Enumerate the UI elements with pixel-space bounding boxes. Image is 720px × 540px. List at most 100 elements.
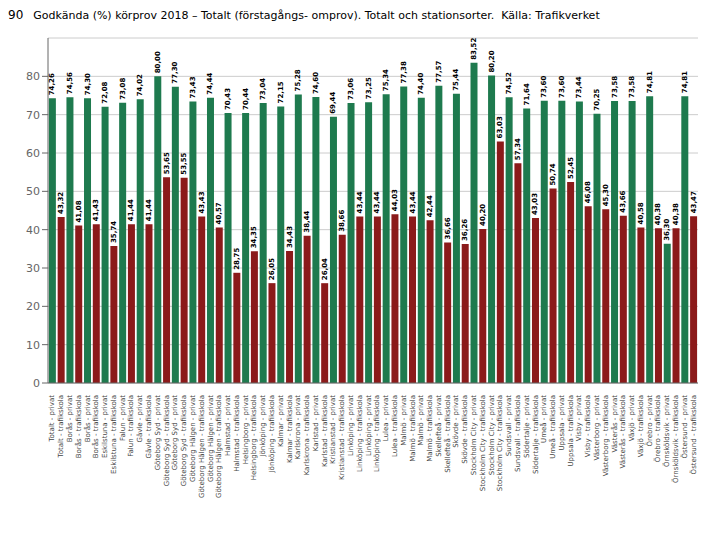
svg-text:Göteborg Syd - privat: Göteborg Syd - privat [154,395,162,471]
svg-text:Borås - privat: Borås - privat [83,395,92,443]
svg-text:Halmstad - trafikskola: Halmstad - trafikskola [233,395,241,472]
svg-text:Göteborg Syd - privat: Göteborg Syd - privat [171,395,179,471]
svg-text:83,52: 83,52 [470,38,478,60]
svg-text:36,26: 36,26 [461,219,469,241]
svg-text:Jönköping - privat: Jönköping - privat [259,395,267,458]
svg-text:Skellefteå - trafikskola: Skellefteå - trafikskola [443,395,452,473]
svg-text:Karlstad - trafikskola: Karlstad - trafikskola [321,395,329,467]
svg-text:38,44: 38,44 [303,210,311,232]
svg-text:Stockholm City - trafikskola: Stockholm City - trafikskola [479,395,487,491]
svg-text:41,08: 41,08 [75,200,83,222]
svg-text:28,75: 28,75 [233,248,241,270]
svg-text:74,52: 74,52 [505,72,513,94]
svg-text:Skellefteå - privat: Skellefteå - privat [434,395,443,457]
svg-text:74,81: 74,81 [646,71,654,93]
svg-text:75,28: 75,28 [294,69,302,91]
svg-text:43,44: 43,44 [356,191,364,213]
svg-text:50: 50 [26,185,40,198]
svg-text:Stockholm City - privat: Stockholm City - privat [488,395,496,475]
svg-text:Örnsköldsvik - privat: Örnsköldsvik - privat [662,395,671,467]
svg-text:Gävle - privat: Gävle - privat [136,395,144,443]
svg-text:77,38: 77,38 [400,61,408,83]
svg-text:Totalt - privat: Totalt - privat [48,395,56,443]
svg-text:26,05: 26,05 [268,258,276,280]
svg-text:Södertalje - trafikskola: Södertalje - trafikskola [532,395,540,474]
svg-text:Malmö - trafikskola: Malmö - trafikskola [426,395,434,462]
svg-text:73,06: 73,06 [347,78,355,100]
svg-text:Kalmar - trafikskola: Kalmar - trafikskola [286,395,294,463]
svg-text:40: 40 [26,224,40,237]
svg-text:26,04: 26,04 [321,258,329,280]
svg-text:73,08: 73,08 [119,78,127,100]
svg-text:Eskilstuna - privat: Eskilstuna - privat [101,395,109,458]
svg-text:74,56: 74,56 [66,72,74,94]
svg-text:73,43: 73,43 [189,76,197,98]
svg-text:Växjö - trafikskola: Växjö - trafikskola [637,395,645,457]
svg-text:72,15: 72,15 [277,81,285,103]
svg-text:43,66: 43,66 [619,190,627,212]
svg-text:69,44: 69,44 [329,92,337,114]
svg-text:Umeå - trafikskola: Umeå - trafikskola [548,395,557,459]
svg-text:63,03: 63,03 [496,116,504,138]
svg-text:41,44: 41,44 [145,199,153,221]
svg-text:Kristianstad - privat: Kristianstad - privat [329,395,337,464]
svg-text:Göteborg Hälgen - trafikskola: Göteborg Hälgen - trafikskola [198,395,206,498]
svg-text:Karlskrona - privat: Karlskrona - privat [294,395,302,460]
svg-text:Göteborg Hälgen - trafikskola: Göteborg Hälgen - trafikskola [215,395,223,498]
svg-text:40,58: 40,58 [637,202,645,224]
svg-text:36,66: 36,66 [444,217,452,239]
svg-text:52,45: 52,45 [567,157,575,179]
svg-text:Södertalje - privat: Södertalje - privat [523,395,531,458]
svg-text:Totalt - trafikskola: Totalt - trafikskola [57,395,65,458]
svg-text:73,04: 73,04 [259,78,267,100]
svg-text:75,34: 75,34 [382,69,390,91]
svg-text:Västerborg - privat: Västerborg - privat [593,395,601,461]
svg-text:80,20: 80,20 [488,50,496,72]
svg-text:70: 70 [26,109,40,122]
svg-text:80: 80 [26,70,40,83]
svg-text:44,03: 44,03 [391,189,399,211]
svg-text:Kristianstad - trafikskola: Kristianstad - trafikskola [338,395,346,480]
svg-text:Linköping - privat: Linköping - privat [347,395,355,456]
svg-text:43,03: 43,03 [531,193,539,215]
svg-text:Malmö - privat: Malmö - privat [400,395,408,446]
svg-text:74,40: 74,40 [417,73,425,95]
svg-text:73,58: 73,58 [628,76,636,98]
svg-text:70,44: 70,44 [242,88,250,110]
svg-text:Stockholm City - privat: Stockholm City - privat [470,395,478,475]
svg-text:43,44: 43,44 [409,191,417,213]
svg-text:41,44: 41,44 [127,199,135,221]
svg-text:Visby - privat: Visby - privat [575,395,583,441]
svg-text:50,74: 50,74 [549,163,557,185]
svg-text:46,08: 46,08 [584,181,592,203]
svg-text:Västerås - trafikskola: Västerås - trafikskola [618,395,627,468]
svg-text:41,43: 41,43 [92,199,100,221]
svg-text:73,58: 73,58 [611,76,619,98]
svg-text:Halmstad - privat: Halmstad - privat [224,395,232,456]
svg-text:40,38: 40,38 [672,203,680,225]
svg-text:20: 20 [26,300,40,313]
svg-text:Sundsvall - privat: Sundsvall - privat [505,395,513,456]
svg-text:Visby - trafikskola: Visby - trafikskola [584,395,592,457]
svg-text:Helsingborg - privat: Helsingborg - privat [242,395,250,465]
svg-text:Göteborg Syd - trafikskola: Göteborg Syd - trafikskola [163,395,171,486]
svg-text:74,81: 74,81 [681,71,689,93]
svg-text:34,43: 34,43 [286,226,294,248]
svg-text:Östersund - trafikskola: Östersund - trafikskola [689,395,698,474]
svg-text:Borås - trafikskola: Borås - trafikskola [91,395,100,458]
svg-text:Örebro - trafikskola: Örebro - trafikskola [653,395,662,462]
svg-text:Växjö - privat: Växjö - privat [628,395,636,442]
svg-text:73,25: 73,25 [365,77,373,99]
svg-text:Linköping - privat: Linköping - privat [365,395,373,456]
svg-text:80,00: 80,00 [154,51,162,73]
svg-text:Gävle - trafikskola: Gävle - trafikskola [145,395,153,458]
svg-text:40,57: 40,57 [215,202,223,224]
svg-text:Göteborg Hälgen - privat: Göteborg Hälgen - privat [189,395,197,482]
svg-text:Västerås - privat: Västerås - privat [610,395,619,453]
svg-text:42,44: 42,44 [426,195,434,217]
svg-text:74,30: 74,30 [84,73,92,95]
svg-text:Falun - trafikskola: Falun - trafikskola [127,395,135,457]
svg-text:43,43: 43,43 [198,191,206,213]
svg-text:43,44: 43,44 [373,191,381,213]
svg-text:73,60: 73,60 [558,76,566,98]
